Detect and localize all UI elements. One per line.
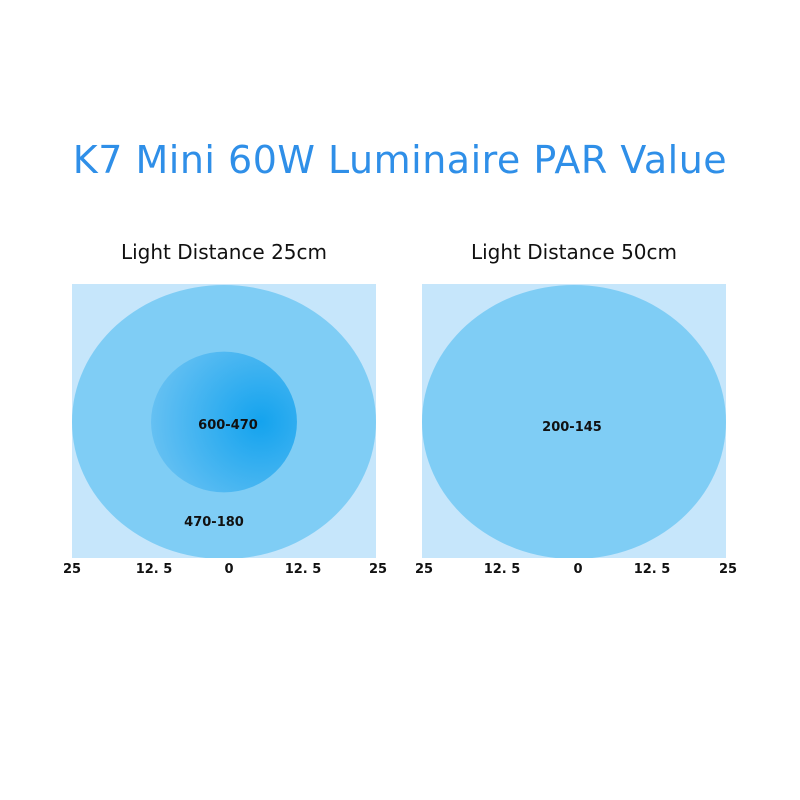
x-tick-label: 12. 5	[483, 562, 521, 577]
x-tick-label: 12. 5	[135, 562, 173, 577]
panel-title-25cm: Light Distance 25cm	[120, 240, 327, 264]
par-map-25cm: 600-470 470-180	[72, 284, 376, 558]
panel-title-50cm: Light Distance 50cm	[470, 240, 677, 264]
x-tick-label: 25	[62, 562, 82, 577]
x-tick-label: 12. 5	[284, 562, 322, 577]
zone-outer-ellipse	[422, 285, 726, 558]
x-tick-label: 0	[573, 562, 583, 577]
x-tick-label: 25	[368, 562, 388, 577]
x-tick-label: 25	[414, 562, 434, 577]
x-tick-label: 25	[718, 562, 738, 577]
zone-inner-ellipse	[151, 351, 297, 493]
x-tick-label: 12. 5	[633, 562, 671, 577]
plot-25cm: 600-470 470-180	[72, 284, 376, 558]
page-title: K7 Mini 60W Luminaire PAR Value	[72, 138, 728, 182]
plot-50cm: 200-145	[422, 284, 726, 558]
zone-label-outer: 470-180	[184, 515, 244, 530]
zone-label-inner: 600-470	[198, 418, 258, 433]
x-tick-label: 0	[224, 562, 234, 577]
zone-label-outer: 200-145	[542, 420, 602, 435]
par-map-50cm: 200-145	[422, 284, 726, 558]
